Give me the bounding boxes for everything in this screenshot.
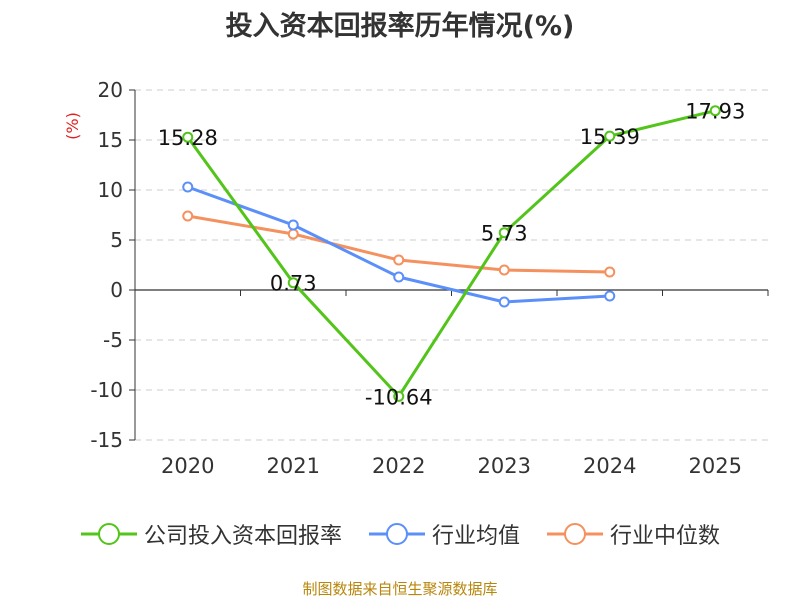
- legend-swatch-marker: [385, 523, 408, 545]
- data-point: [182, 210, 194, 222]
- legend-label: 行业中位数: [610, 524, 721, 549]
- data-point: [182, 131, 194, 143]
- x-tick-label: 2021: [267, 454, 320, 478]
- y-tick-label: 5: [110, 228, 123, 252]
- data-label: 0.73: [270, 272, 317, 296]
- data-point: [498, 227, 510, 239]
- x-tick-label: 2025: [689, 454, 742, 478]
- y-tick-label: 0: [110, 278, 123, 302]
- data-point: [604, 130, 616, 142]
- x-tick-label: 2023: [478, 454, 531, 478]
- y-tick-label: 20: [98, 78, 123, 102]
- series-lines: [182, 105, 721, 402]
- data-point: [498, 264, 510, 276]
- legend-label: 公司投入资本回报率: [143, 524, 342, 549]
- data-point: [709, 105, 721, 117]
- data-label: -10.64: [365, 385, 433, 409]
- data-point: [498, 296, 510, 308]
- legend-item[interactable]: 公司投入资本回报率: [80, 518, 342, 550]
- y-tick-label: 15: [98, 128, 123, 152]
- data-label: 15.28: [158, 126, 218, 150]
- data-point: [604, 266, 616, 278]
- legend-item[interactable]: 行业均值: [368, 518, 520, 550]
- legend-swatch-marker: [564, 523, 586, 545]
- data-point: [287, 277, 299, 289]
- series-line: [186, 109, 716, 398]
- legend-swatch: [547, 523, 603, 545]
- data-point: [287, 228, 299, 240]
- y-tick-label: 10: [98, 178, 123, 202]
- legend: 公司投入资本回报率 行业均值 行业中位数: [0, 518, 800, 550]
- x-tick-label: 2024: [583, 454, 636, 478]
- data-point: [393, 390, 405, 402]
- data-point: [393, 254, 405, 266]
- data-labels: 15.28 0.73 -10.64 5.73 15.39 17.93: [158, 100, 746, 410]
- legend-swatch-marker: [97, 523, 120, 545]
- data-label: 15.39: [580, 125, 640, 149]
- y-tick-label: -15: [90, 428, 123, 452]
- series-line: [187, 185, 610, 304]
- axes: 20 15 10 5 0 -5 -10 -15 2020 2021 2022 2023 2024 2025…: [63, 78, 769, 478]
- y-tick-label: -10: [90, 378, 123, 402]
- data-point: [287, 219, 299, 231]
- data-point: [393, 271, 405, 283]
- y-tick-label: -5: [103, 328, 123, 352]
- data-point: [182, 181, 194, 193]
- legend-swatch: [80, 523, 137, 545]
- legend-item[interactable]: 行业中位数: [546, 518, 720, 550]
- data-label: 5.73: [481, 222, 528, 246]
- y-axis-label: (%): [63, 112, 82, 140]
- source-note: 制图数据来自恒生聚源数据库: [302, 580, 498, 598]
- data-point: [604, 290, 616, 302]
- x-tick-label: 2020: [161, 454, 214, 478]
- data-label: 17.93: [685, 100, 745, 124]
- legend-swatch: [368, 523, 425, 545]
- x-tick-label: 2022: [372, 454, 425, 478]
- chart-title: 投入资本回报率历年情况(%): [225, 11, 575, 42]
- legend-label: 行业均值: [431, 524, 520, 549]
